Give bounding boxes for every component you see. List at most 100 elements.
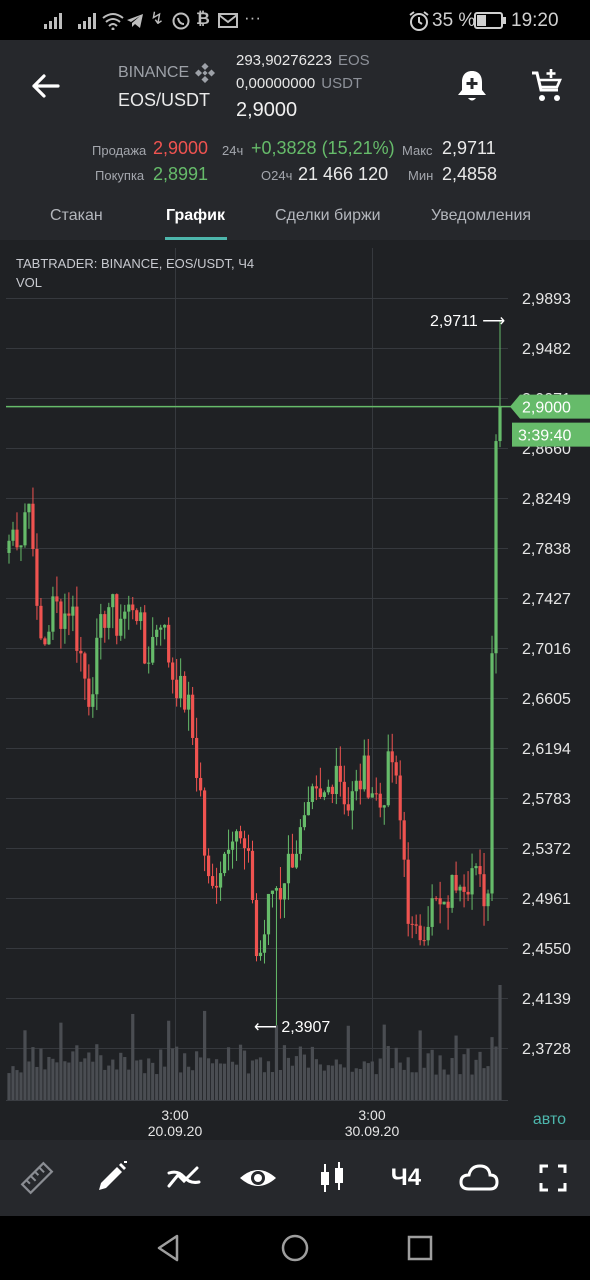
signal-icon — [44, 13, 62, 29]
candle-body — [382, 805, 386, 808]
balance-base: 293,90276223 EOS — [236, 52, 370, 69]
tab-notifications[interactable]: Уведомления — [431, 207, 532, 224]
volume-bar — [410, 1072, 414, 1100]
candle-body — [294, 853, 299, 868]
candle-body — [179, 675, 183, 699]
candle-body — [87, 678, 91, 707]
volume-bar — [159, 1049, 163, 1100]
candle-body — [123, 611, 127, 619]
volume-bar — [139, 1059, 143, 1100]
tab-chart[interactable]: График — [166, 207, 225, 224]
candle-countdown: 3:39:40 — [518, 428, 571, 445]
chart-type-button[interactable] — [310, 1156, 354, 1200]
bitcoin-icon: ₿ — [196, 9, 210, 28]
candle-body — [242, 838, 247, 849]
candle-body — [51, 596, 55, 632]
add-alert-icon[interactable] — [454, 68, 490, 104]
volume-bar — [11, 1066, 15, 1100]
price-tick-label: 2,7427 — [522, 591, 571, 608]
volume-bar — [63, 1061, 67, 1100]
candle-body — [358, 780, 362, 790]
price-tick-label: 2,5372 — [522, 841, 571, 858]
candle-body — [210, 876, 215, 886]
price-tick-label: 2,6605 — [522, 691, 571, 708]
volume-indicator-label: VOL — [16, 275, 43, 290]
volume-bar — [27, 1061, 31, 1100]
volume-bar — [143, 1073, 147, 1100]
cloud-button[interactable] — [457, 1156, 501, 1200]
nav-home-icon[interactable] — [277, 1230, 313, 1266]
candle-body — [438, 898, 442, 905]
candle-body — [494, 441, 498, 654]
volume-bar — [171, 1048, 175, 1100]
candle-body — [99, 614, 103, 638]
candle-body — [246, 848, 251, 851]
candle-body — [230, 841, 235, 850]
candle-body — [342, 781, 346, 805]
tab-order-book[interactable]: Стакан — [50, 207, 103, 224]
candle-body — [191, 694, 195, 738]
price-tick-label: 2,3728 — [522, 1041, 571, 1058]
candle-body — [203, 790, 207, 856]
candle-body — [398, 775, 402, 821]
candle-body — [442, 901, 446, 905]
time-axis-label: 3:00 — [161, 1107, 188, 1123]
candle-body — [83, 653, 87, 679]
candle-body — [330, 786, 334, 795]
indicators-button[interactable] — [162, 1156, 206, 1200]
volume-bar — [79, 1061, 83, 1100]
ruler-button[interactable] — [15, 1156, 59, 1200]
draw-button[interactable] — [89, 1156, 133, 1200]
price-chart[interactable]: 2,98932,94822,90712,86602,82492,78382,74… — [0, 242, 590, 1140]
volume-bar — [242, 1050, 247, 1100]
back-arrow-icon[interactable] — [28, 68, 64, 104]
volume-bar — [230, 1061, 235, 1100]
volume-bar — [338, 1064, 342, 1100]
volume-bar — [350, 1071, 354, 1100]
volume-bar — [470, 1074, 474, 1100]
volume-bar — [51, 1058, 55, 1100]
add-cart-icon[interactable] — [530, 68, 566, 104]
candle-body — [151, 636, 155, 663]
volume-bar — [490, 1037, 494, 1100]
volume-bar — [226, 1047, 231, 1100]
volume-bar — [298, 1046, 303, 1100]
candle-body — [31, 503, 35, 550]
nav-back-icon[interactable] — [151, 1230, 187, 1266]
volume-bar — [458, 1074, 462, 1100]
time-axis-label: 3:00 — [358, 1107, 385, 1123]
visibility-button[interactable] — [236, 1156, 280, 1200]
volume-bar — [414, 1072, 418, 1100]
candle-body — [115, 594, 119, 636]
volume-bar — [131, 1013, 135, 1100]
balance-base-amount: 293,90276223 — [236, 52, 332, 69]
volume-bar — [482, 1068, 486, 1100]
candlestick-chart[interactable]: 2,98932,94822,90712,86602,82492,78382,74… — [0, 242, 590, 1140]
price-tick-label: 2,4961 — [522, 891, 571, 908]
auto-scale-button[interactable]: авто — [532, 1111, 566, 1128]
alarm-icon — [409, 11, 429, 31]
date-axis-label: 20.09.20 — [148, 1123, 203, 1139]
missed-call-icon: ↯ — [150, 9, 165, 28]
candle-body — [143, 612, 147, 664]
candle-body — [23, 512, 27, 546]
volume-bar — [314, 1059, 318, 1100]
candle-body — [95, 637, 99, 695]
volume-bar — [270, 1072, 275, 1100]
volume-bar — [378, 1058, 382, 1100]
volume-bar — [203, 1010, 207, 1100]
volume-bar — [258, 1057, 263, 1100]
tab-trades[interactable]: Сделки биржи — [275, 207, 381, 224]
candle-body — [346, 804, 350, 811]
volume-bar — [382, 1024, 386, 1100]
nav-recents-icon[interactable] — [402, 1230, 438, 1266]
timeframe-button[interactable]: Ч4 — [380, 1156, 432, 1200]
candle-body — [15, 529, 19, 548]
candle-body — [59, 601, 63, 629]
fullscreen-button[interactable] — [531, 1156, 575, 1200]
candle-body — [163, 624, 167, 628]
price-tick-label: 2,6194 — [522, 741, 571, 758]
candle-body — [214, 885, 219, 888]
candle-body — [250, 850, 255, 900]
volume-bar — [250, 1060, 255, 1100]
